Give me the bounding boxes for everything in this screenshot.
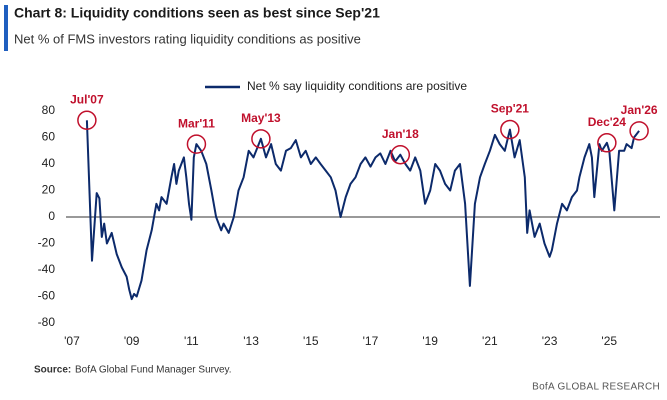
source: BofA Global Fund Manager Survey.: [75, 365, 232, 376]
annotation-circle: [186, 134, 207, 154]
annotation-label: Sep'21: [491, 102, 530, 116]
annotation-circle: [597, 133, 617, 153]
x-tick-label: '07: [64, 334, 80, 348]
annotation-label: May'13: [241, 111, 281, 125]
annotation-label: Dec'24: [588, 115, 627, 129]
source-label: Source:: [34, 365, 71, 376]
y-tick-label: 20: [42, 183, 56, 197]
y-tick-label: -20: [38, 236, 56, 250]
legend-label: Net % say liquidity conditions are posit…: [247, 79, 467, 93]
annotation-label: Jul'07: [70, 92, 104, 106]
x-tick-label: '17: [363, 334, 379, 348]
annotation-circle: [500, 119, 520, 140]
y-tick-label: -60: [38, 289, 56, 303]
x-tick-label: '13: [243, 334, 259, 348]
x-tick-label: '23: [542, 334, 558, 348]
x-tick-label: '25: [601, 334, 617, 348]
chart-title: Chart 8: Liquidity conditions seen as be…: [14, 5, 380, 21]
annotation-circle: [629, 121, 649, 141]
y-tick-label: -40: [38, 262, 56, 276]
y-tick-label: 0: [48, 209, 55, 223]
y-tick-label: -80: [38, 315, 56, 329]
annotation-circle: [390, 144, 411, 165]
annotation-circle: [251, 129, 271, 149]
title-bar: [4, 5, 8, 51]
y-tick-label: 40: [42, 156, 56, 170]
x-tick-label: '15: [303, 334, 319, 348]
y-tick-label: 80: [42, 103, 56, 117]
y-tick-label: 60: [42, 130, 56, 144]
chart-subtitle: Net % of FMS investors rating liquidity …: [14, 31, 361, 46]
annotation-label: Mar'11: [178, 116, 215, 130]
x-tick-label: '09: [124, 334, 140, 348]
annotation-circle: [77, 110, 97, 131]
x-tick-label: '19: [422, 334, 438, 348]
series-line: [85, 120, 640, 301]
annotation-label: Jan'26: [621, 103, 658, 117]
x-tick-label: '11: [184, 334, 199, 348]
annotation-label: Jan'18: [382, 127, 419, 141]
x-tick-label: '21: [482, 334, 498, 348]
credit: BofA GLOBAL RESEARCH: [532, 382, 660, 393]
